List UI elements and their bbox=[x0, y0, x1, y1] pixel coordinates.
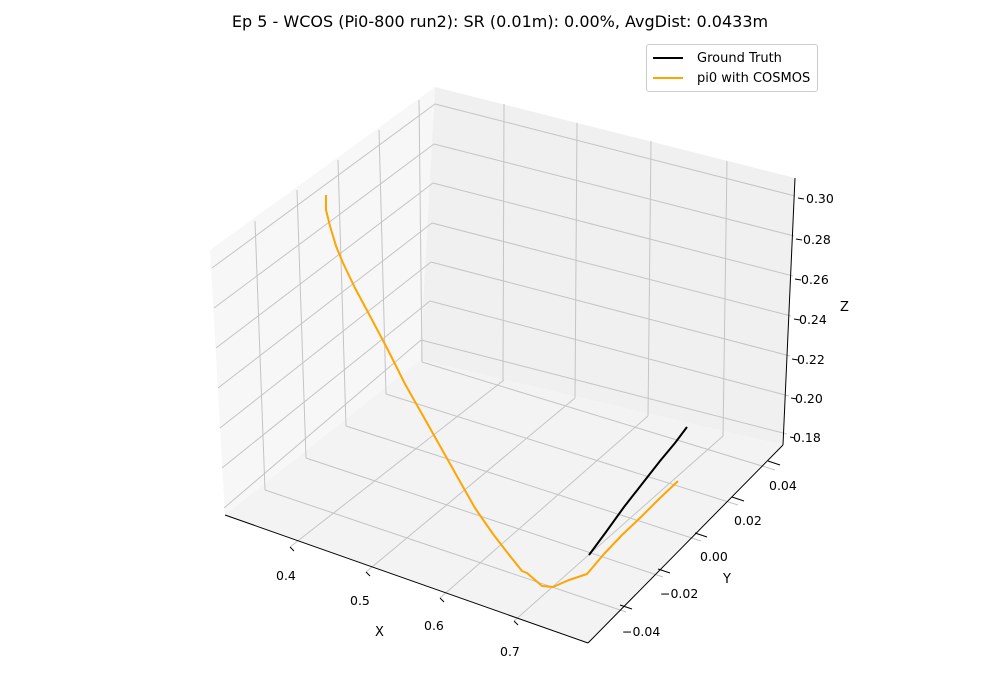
z-tick-label: 0.18 bbox=[793, 430, 821, 445]
z-tick-label: 0.24 bbox=[799, 312, 827, 327]
y-tick-label: 0.00 bbox=[700, 549, 728, 564]
back-pane bbox=[420, 87, 795, 445]
x-tick-label: 0.4 bbox=[276, 568, 296, 583]
legend-label: pi0 with COSMOS bbox=[697, 70, 811, 86]
z-axis-label: Z bbox=[840, 300, 849, 315]
z-tick-label: 0.20 bbox=[795, 391, 823, 406]
grid-lines bbox=[211, 99, 796, 622]
legend: Ground Truth pi0 with COSMOS bbox=[646, 44, 818, 92]
y-ticks bbox=[619, 460, 781, 610]
x-tick-label: 0.6 bbox=[424, 618, 444, 633]
left-pane bbox=[210, 87, 435, 515]
y-tick-label: 0.04 bbox=[769, 478, 797, 493]
y-tick-label: −0.04 bbox=[622, 624, 660, 639]
axis-lines bbox=[224, 177, 796, 644]
z-tick-label: 0.28 bbox=[803, 232, 831, 247]
y-axis-line bbox=[587, 444, 784, 644]
x-ticks bbox=[289, 546, 519, 626]
series-ground-truth bbox=[588, 426, 688, 556]
z-tick-label: 0.22 bbox=[797, 352, 825, 367]
y-tick-label: −0.02 bbox=[660, 586, 698, 601]
y-tick-label: 0.02 bbox=[734, 513, 762, 528]
x-axis-label: X bbox=[375, 625, 384, 640]
series-pi0-with-cosmos bbox=[325, 195, 679, 588]
chart-title: Ep 5 - WCOS (Pi0-800 run2): SR (0.01m): … bbox=[231, 12, 769, 31]
z-tick-label: 0.30 bbox=[806, 191, 834, 206]
y-axis-label: Y bbox=[722, 572, 731, 587]
x-tick-label: 0.7 bbox=[500, 644, 520, 659]
x-axis-line bbox=[224, 514, 589, 644]
legend-item-pi0-with-cosmos: pi0 with COSMOS bbox=[653, 69, 810, 87]
legend-label: Ground Truth bbox=[697, 50, 782, 66]
legend-swatch-black bbox=[653, 57, 683, 59]
z-axis-line bbox=[782, 177, 796, 446]
floor-pane bbox=[225, 360, 783, 643]
z-ticks bbox=[789, 197, 805, 439]
x-tick-label: 0.5 bbox=[350, 593, 370, 608]
legend-item-ground-truth: Ground Truth bbox=[653, 49, 782, 67]
z-tick-label: 0.26 bbox=[801, 272, 829, 287]
legend-swatch-orange bbox=[653, 77, 683, 79]
